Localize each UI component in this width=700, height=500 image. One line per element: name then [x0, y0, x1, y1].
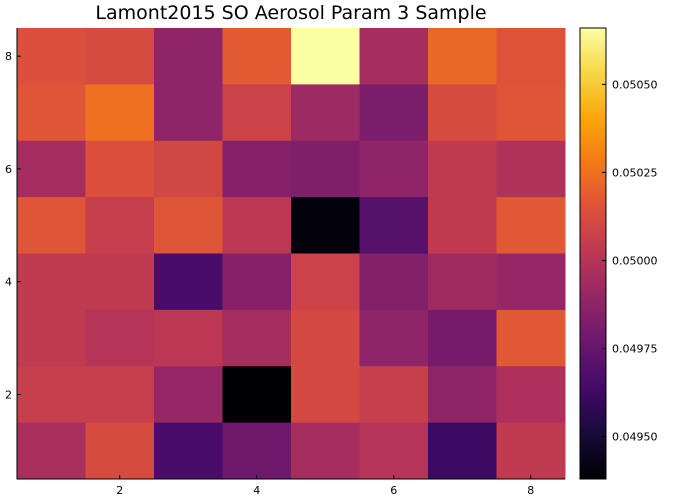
heatmap-cell-r8-c5 — [291, 28, 360, 85]
colorbar-tick-label-2: 0.05000 — [612, 255, 658, 268]
heatmap-cell-r1-c7 — [428, 422, 497, 480]
heatmap-cell-r4-c1 — [17, 253, 86, 311]
heatmap-cell-r8-c1 — [17, 28, 86, 85]
heatmap-cell-r2-c5 — [291, 366, 360, 424]
heatmap-cell-r3-c8 — [496, 309, 566, 367]
heatmap-cell-r5-c2 — [85, 197, 155, 255]
colorbar — [579, 27, 607, 480]
heatmap-cell-r6-c7 — [428, 140, 497, 198]
heatmap-cell-r4-c3 — [154, 253, 223, 311]
heatmap-cell-r7-c5 — [291, 84, 360, 142]
plot-axes — [16, 28, 565, 480]
heatmap-cell-r8-c2 — [85, 28, 155, 85]
heatmap-cell-r3-c5 — [291, 309, 360, 367]
heatmap-cell-r3-c1 — [17, 309, 86, 367]
heatmap-cell-r6-c6 — [359, 140, 429, 198]
heatmap-cell-r2-c1 — [17, 366, 86, 424]
heatmap-cell-r6-c2 — [85, 140, 155, 198]
x-tick-label-8: 8 — [527, 484, 534, 497]
heatmap-cell-r1-c2 — [85, 422, 155, 480]
heatmap-cell-r8-c3 — [154, 28, 223, 85]
y-axis-ticks: 2 4 6 8 — [5, 50, 21, 401]
heatmap-cell-r1-c4 — [222, 422, 292, 480]
heatmap-cell-r6-c8 — [496, 140, 566, 198]
heatmap-cell-r5-c5 — [291, 197, 360, 255]
heatmap-cell-r7-c3 — [154, 84, 223, 142]
colorbar-tick-label-4: 0.05050 — [612, 78, 658, 91]
heatmap-cell-r8-c8 — [496, 28, 566, 85]
heatmap-cell-r1-c3 — [154, 422, 223, 480]
chart-title: Lamont2015 SO Aerosol Param 3 Sample — [95, 2, 486, 24]
heatmap-cell-r4-c5 — [291, 253, 360, 311]
heatmap-cell-r2-c6 — [359, 366, 429, 424]
heatmap-cell-r7-c6 — [359, 84, 429, 142]
heatmap-cell-r7-c8 — [496, 84, 566, 142]
heatmap-cell-r6-c3 — [154, 140, 223, 198]
colorbar-frame — [579, 27, 607, 480]
heatmap-cell-r2-c7 — [428, 366, 497, 424]
heatmap-cell-r8-c6 — [359, 28, 429, 85]
heatmap-cell-r8-c7 — [428, 28, 497, 85]
heatmap-cell-r3-c7 — [428, 309, 497, 367]
heatmap-cell-r2-c3 — [154, 366, 223, 424]
heatmap-cell-r2-c2 — [85, 366, 155, 424]
heatmap-cell-r5-c1 — [17, 197, 86, 255]
heatmap-cell-r7-c7 — [428, 84, 497, 142]
colorbar-tick-label-3: 0.05025 — [612, 166, 658, 179]
heatmap-cell-r7-c1 — [17, 84, 86, 142]
heatmap-cell-r1-c5 — [291, 422, 360, 480]
heatmap-cell-r7-c4 — [222, 84, 292, 142]
heatmap-cell-r4-c7 — [428, 253, 497, 311]
heatmap-cell-r6-c1 — [17, 140, 86, 198]
heatmap-cell-r5-c6 — [359, 197, 429, 255]
x-tick-label-4: 4 — [253, 484, 260, 497]
heatmap-cell-r7-c2 — [85, 84, 155, 142]
heatmap-cell-r4-c4 — [222, 253, 292, 311]
heatmap-cell-r2-c8 — [496, 366, 566, 424]
heatmap-cell-r4-c8 — [496, 253, 566, 311]
heatmap-cell-r5-c3 — [154, 197, 223, 255]
heatmap-cell-r3-c2 — [85, 309, 155, 367]
heatmap-cell-r3-c6 — [359, 309, 429, 367]
heatmap-cell-r5-c7 — [428, 197, 497, 255]
heatmap-cell-r3-c4 — [222, 309, 292, 367]
heatmap-cell-r5-c8 — [496, 197, 566, 255]
y-tick-label-8: 8 — [5, 50, 12, 63]
x-tick-label-2: 2 — [116, 484, 123, 497]
y-tick-label-2: 2 — [5, 388, 12, 401]
heatmap-cell-r1-c8 — [496, 422, 566, 480]
heatmap-cell-r3-c3 — [154, 309, 223, 367]
y-tick-label-6: 6 — [5, 163, 12, 176]
colorbar-ticks: 0.04950 0.04975 0.05000 0.05025 0.05050 — [602, 78, 658, 444]
heatmap-cell-r4-c2 — [85, 253, 155, 311]
heatmap-cell-r5-c4 — [222, 197, 292, 255]
colorbar-gradient — [580, 28, 606, 479]
colorbar-tick-label-0: 0.04950 — [612, 431, 658, 444]
heatmap-cell-r1-c1 — [17, 422, 86, 480]
heatmap-cells — [17, 28, 566, 480]
heatmap-cell-r8-c4 — [222, 28, 292, 85]
heatmap-cell-r2-c4 — [222, 366, 292, 424]
y-tick-label-4: 4 — [5, 276, 12, 289]
colorbar-tick-label-1: 0.04975 — [612, 343, 658, 356]
heatmap-cell-r6-c5 — [291, 140, 360, 198]
x-tick-label-6: 6 — [390, 484, 397, 497]
heatmap-cell-r6-c4 — [222, 140, 292, 198]
heatmap-cell-r4-c6 — [359, 253, 429, 311]
x-axis-ticks: 2 4 6 8 — [116, 475, 534, 497]
heatmap-cell-r1-c6 — [359, 422, 429, 480]
